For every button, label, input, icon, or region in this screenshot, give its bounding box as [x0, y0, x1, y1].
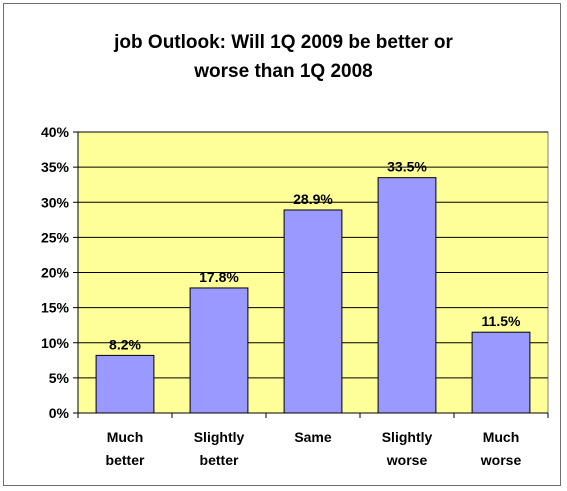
bar: [377, 177, 437, 414]
bar-data-label: 11.5%: [482, 313, 521, 329]
y-tick-label: 20%: [41, 265, 70, 281]
y-tick-label: 25%: [41, 229, 70, 245]
bar-data-label: 17.8%: [199, 269, 239, 285]
y-tick-label: 10%: [41, 335, 70, 351]
chart-title-line-1: job Outlook: Will 1Q 2009 be better or: [114, 32, 453, 53]
data-labels: 8.2% 17.8% 28.9% 33.5% 11.5%: [109, 159, 521, 353]
bar: [283, 209, 343, 414]
bar-data-label: 28.9%: [293, 191, 333, 207]
chart-title: job Outlook: Will 1Q 2009 be better or w…: [0, 28, 567, 86]
y-axis: 0% 5% 10% 15% 20% 25% 30% 35% 40%: [41, 124, 79, 421]
bar: [471, 331, 531, 414]
bar: [95, 354, 155, 414]
bar: [189, 287, 249, 414]
x-category-label: Slightly better: [194, 429, 245, 468]
bar-data-label: 33.5%: [387, 159, 427, 175]
y-tick-label: 35%: [41, 159, 70, 175]
x-category-label: Same: [294, 429, 332, 445]
x-category-label: Slightly worse: [382, 429, 433, 468]
x-axis: Much better Slightly better Same Slightly wors…: [77, 412, 549, 468]
y-tick-label: 40%: [41, 124, 70, 140]
x-category-label: Much better: [106, 429, 145, 468]
chart-title-line-2: worse than 1Q 2008: [194, 61, 373, 82]
y-tick-label: 15%: [41, 300, 70, 316]
bars: [95, 177, 531, 414]
x-category-label: Much worse: [480, 429, 522, 468]
bar-data-label: 8.2%: [109, 336, 141, 352]
y-tick-label: 5%: [49, 370, 70, 386]
y-tick-label: 0%: [49, 405, 70, 421]
y-tick-label: 30%: [41, 194, 70, 210]
